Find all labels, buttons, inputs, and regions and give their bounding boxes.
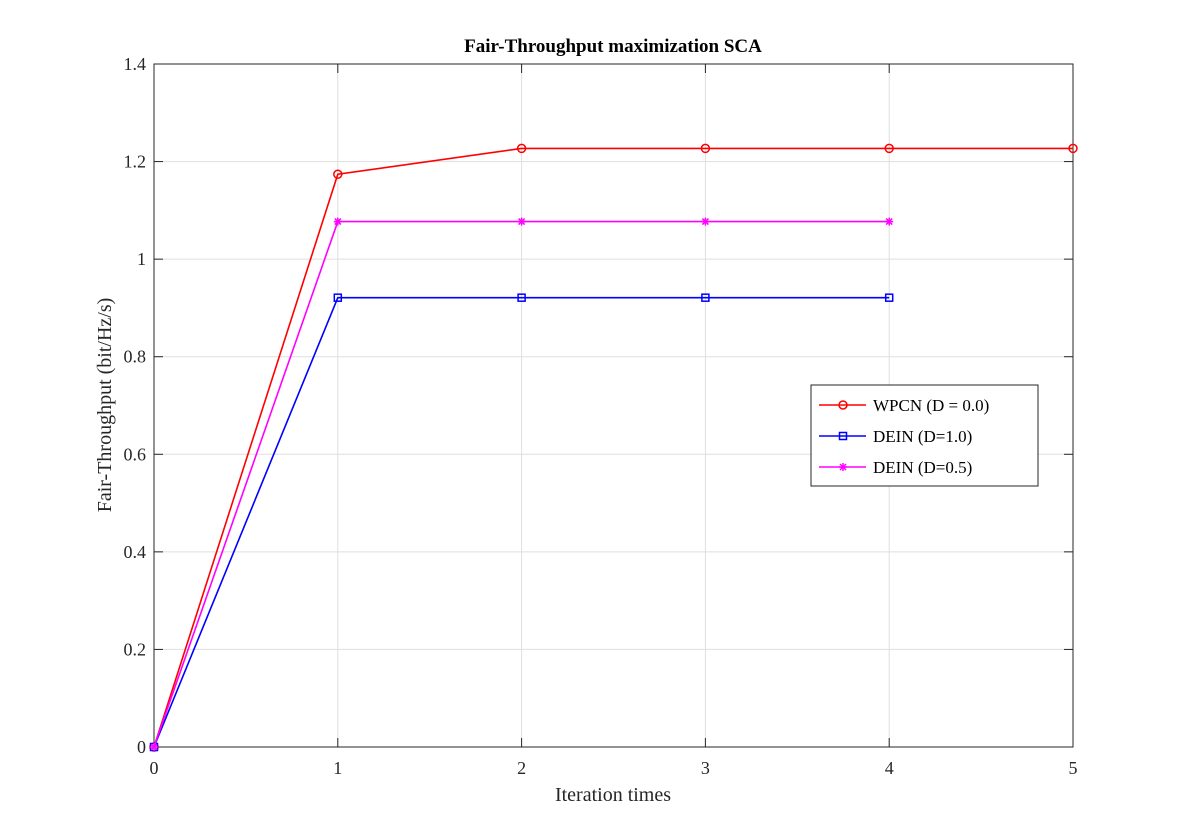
data-point-asterisk xyxy=(150,743,158,751)
y-tick-label: 0.8 xyxy=(124,347,147,367)
data-point-circle xyxy=(884,143,894,154)
series-group xyxy=(149,143,1078,752)
data-point-circle xyxy=(700,143,711,154)
legend-label: DEIN (D=0.5) xyxy=(873,458,972,477)
legend-item: DEIN (D=0.5) xyxy=(819,458,972,477)
y-tick-label: 0 xyxy=(137,737,146,757)
series-dein-d-0-5 xyxy=(150,217,894,751)
legend-label: WPCN (D = 0.0) xyxy=(873,396,989,415)
data-point-asterisk xyxy=(701,217,710,226)
data-point-square xyxy=(517,293,526,302)
data-point-asterisk xyxy=(839,463,847,471)
y-tick-label: 1.4 xyxy=(124,54,147,74)
data-point-square xyxy=(884,293,894,302)
x-tick-label: 1 xyxy=(333,758,342,778)
legend-label: DEIN (D=1.0) xyxy=(873,427,972,446)
data-point-circle xyxy=(333,169,343,180)
legend-item: WPCN (D = 0.0) xyxy=(819,396,989,415)
x-tick-label: 3 xyxy=(701,758,710,778)
x-tick-label: 2 xyxy=(517,758,526,778)
y-tick-label: 0.6 xyxy=(124,444,147,464)
plot-frame xyxy=(153,63,1074,748)
data-point-square xyxy=(701,293,710,302)
y-tick-label: 1 xyxy=(137,249,146,269)
data-point-circle xyxy=(838,400,848,410)
data-point-asterisk xyxy=(333,217,342,226)
y-tick-label: 0.4 xyxy=(124,542,147,562)
x-axis-label: Iteration times xyxy=(555,784,671,806)
x-tick-label: 4 xyxy=(885,758,894,778)
y-axis-label: Fair-Throughput (bit/Hz/s) xyxy=(94,298,116,513)
data-point-asterisk xyxy=(885,217,894,226)
x-tick-label: 0 xyxy=(150,758,159,778)
data-point-square xyxy=(838,431,848,441)
x-tick-label: 5 xyxy=(1069,758,1078,778)
data-point-circle xyxy=(516,143,527,154)
data-point-square xyxy=(333,293,343,302)
legend: WPCN (D = 0.0) DEIN (D=1.0) DEIN (D=0.5) xyxy=(810,384,1039,487)
data-point-circle xyxy=(1068,143,1078,154)
y-tick-label: 1.2 xyxy=(124,152,147,172)
axis-ticks: 0 1 2 3 4 5 0 0.2 0.4 0.6 0.8 1 1.2 1.4 xyxy=(124,54,1078,778)
data-point-asterisk xyxy=(517,217,526,226)
y-tick-label: 0.2 xyxy=(124,639,147,659)
chart-title: Fair-Throughput maximization SCA xyxy=(464,36,762,57)
legend-item: DEIN (D=1.0) xyxy=(819,427,972,446)
series-line xyxy=(153,296,890,748)
series-line xyxy=(153,147,1073,748)
